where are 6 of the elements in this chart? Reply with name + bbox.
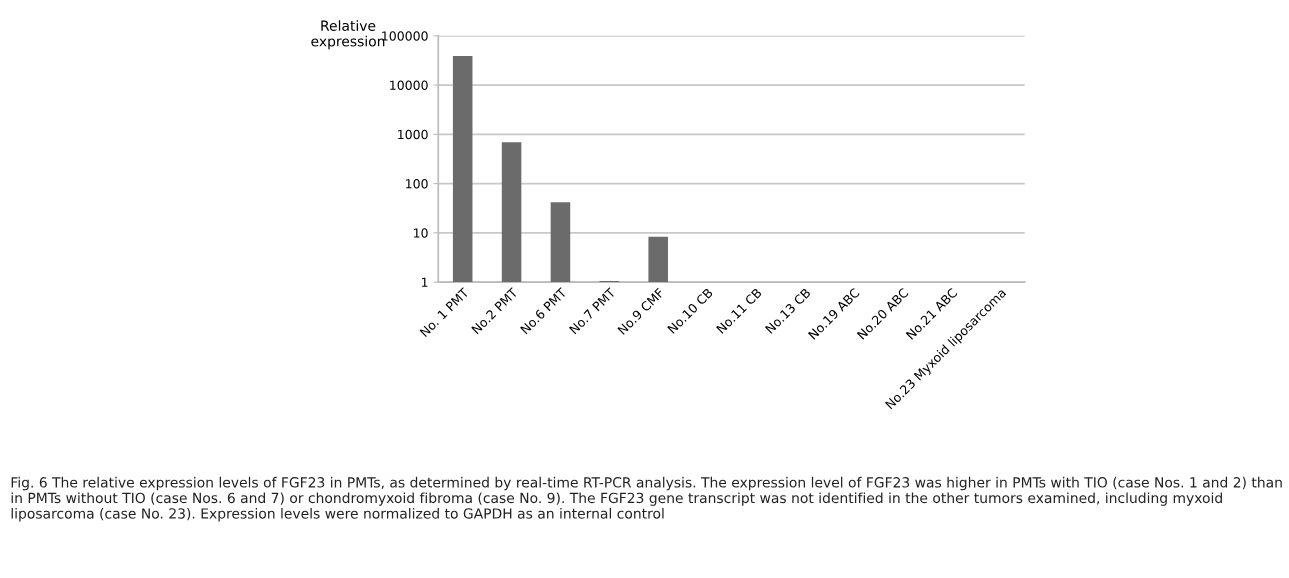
y-tick-label: 10000: [390, 80, 428, 91]
y-tick-label: 1: [421, 277, 428, 287]
y-tick-label: 1000: [398, 129, 428, 140]
y-tick-label: 10: [414, 228, 428, 238]
caption: Fig. 6 The relative expression levels of FGF23 in PMTs, as determined by real-time RT-PCR analysis. The expression level of FGF23 was higher in PMTs with TIO (case Nos. 1 and 2) than in PMTs without TIO (case Nos. 6 and 7) or chondromyxoid fibroma (case No. 9). The FGF23 gene transcript was not identified in the other tumors examined, including myxoid liposarcoma (case No. 23). Expression levels were normalized to GAPDH as an internal control: [11, 476, 1282, 522]
y-tick-label: 100: [406, 179, 428, 189]
